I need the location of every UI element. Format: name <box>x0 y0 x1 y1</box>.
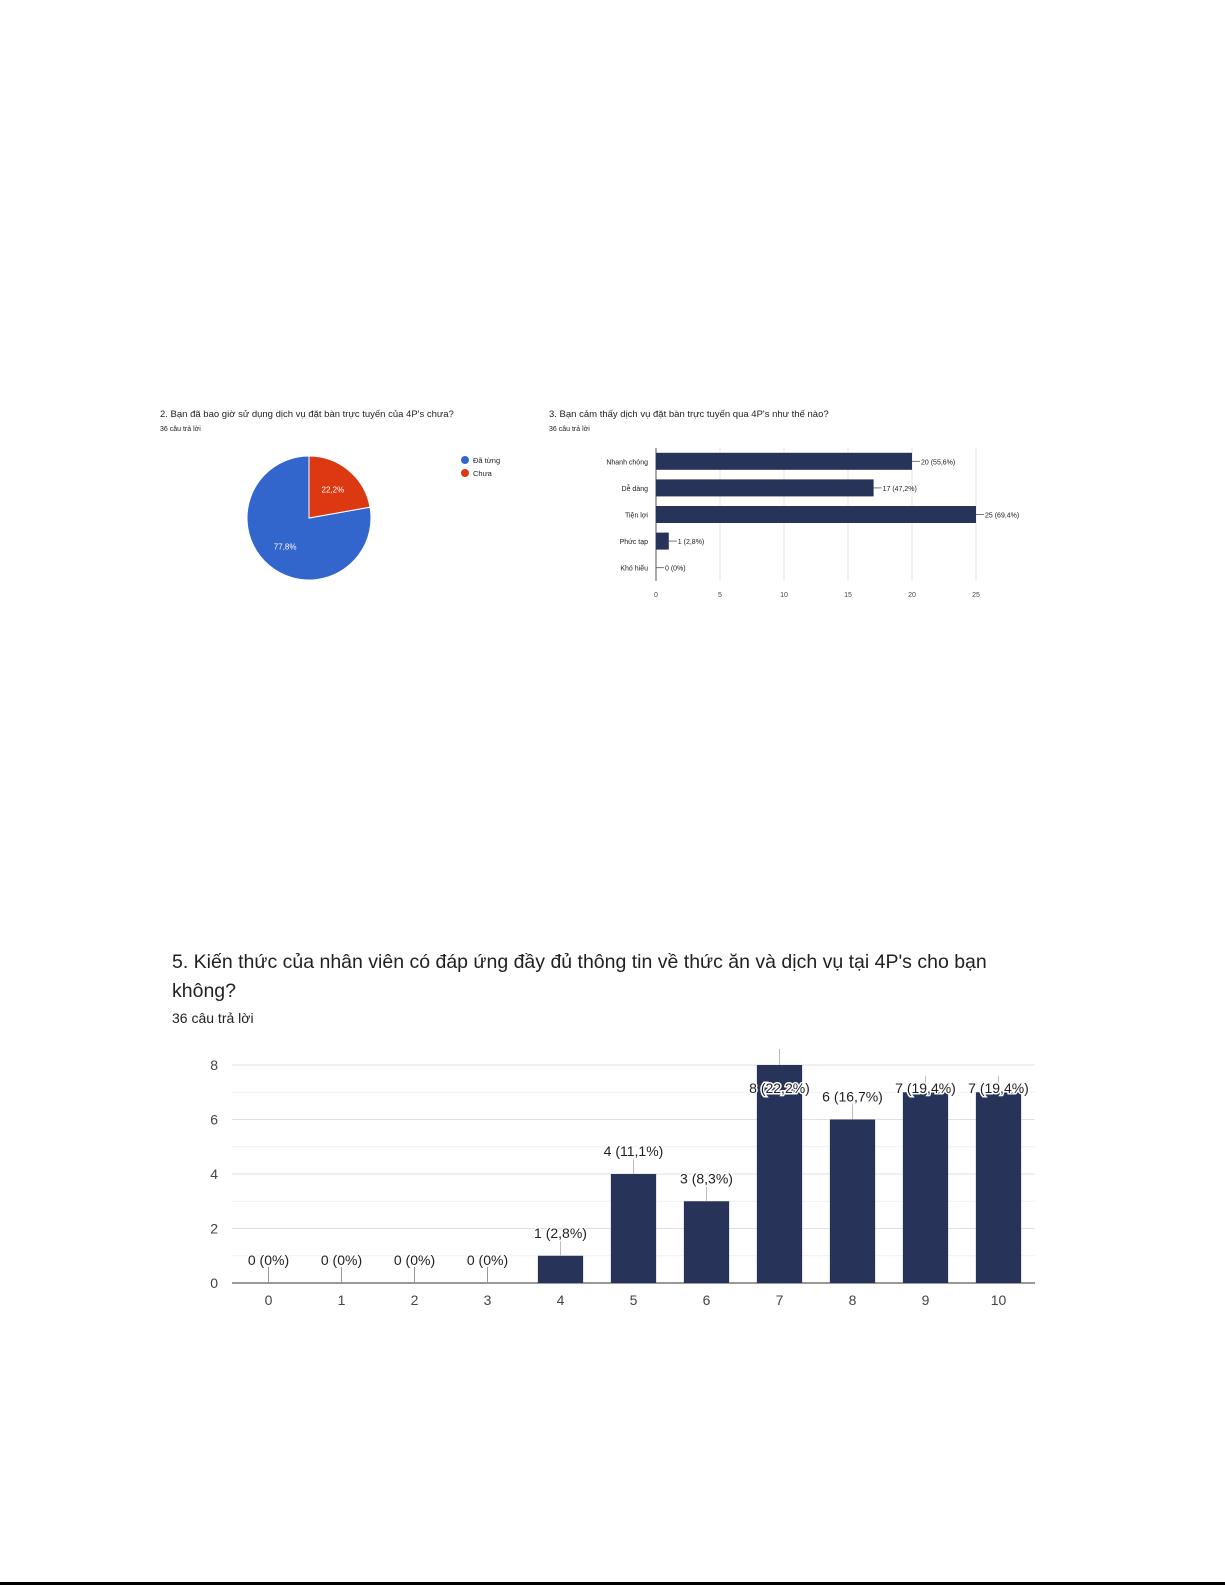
q5-bar-chart: 0 2 4 6 8 0 (0%) 0 0 (0%) 1 0 (0%) 2 0 (0%) 3 1 (2,8%… <box>210 1049 1035 1308</box>
x-tick-label: 3 <box>484 1292 492 1308</box>
x-tick-label: 2 <box>411 1292 419 1308</box>
x-tick-label: 10 <box>991 1292 1007 1308</box>
data-label: 0 (0%) <box>467 1252 508 1268</box>
bar <box>656 532 669 550</box>
q3-bar-chart: 0 5 10 15 20 25 Nhanh chóng 20 (55,6%) Dễ dàng 17… <box>606 448 1019 599</box>
y-tick-label: 2 <box>210 1221 218 1237</box>
page-bottom-rule <box>0 1582 1225 1585</box>
x-tick-label: 1 <box>338 1292 346 1308</box>
data-label: 7 (19,4%) <box>895 1080 956 1096</box>
data-label: 1 (2,8%) <box>678 539 704 546</box>
q3-title: 3. Bạn cảm thấy dịch vụ đặt bàn trực tuy… <box>549 409 829 420</box>
q3-response-count: 36 câu trả lời <box>549 426 590 433</box>
pie-slice <box>308 455 371 519</box>
bar <box>756 1065 803 1283</box>
q2-response-count: 36 câu trả lời <box>160 426 201 433</box>
data-label: 25 (69,4%) <box>985 513 1019 520</box>
legend-swatch <box>461 456 469 464</box>
x-tick-label: 5 <box>718 592 722 599</box>
q2-pie-chart: 77,8% 22,2% Đã từng Chưa <box>246 455 500 581</box>
pie-slice-label: 22,2% <box>322 485 345 494</box>
bar <box>975 1092 1022 1283</box>
data-label: 3 (8,3%) <box>680 1170 733 1186</box>
data-label: 0 (0%) <box>394 1252 435 1268</box>
bar <box>656 506 976 523</box>
y-tick-label: 4 <box>210 1166 218 1182</box>
y-tick-label: 0 <box>210 1275 218 1291</box>
data-label: 7 (19,4%) <box>968 1080 1029 1096</box>
legend-swatch <box>461 469 469 477</box>
data-label: 20 (55,6%) <box>921 459 955 466</box>
x-tick-label: 10 <box>780 592 788 599</box>
category-label: Nhanh chóng <box>606 459 648 466</box>
q5-response-count: 36 câu trả lời <box>172 1010 254 1026</box>
data-label: 0 (0%) <box>248 1252 289 1268</box>
bar <box>656 452 912 470</box>
x-tick-label: 6 <box>703 1292 711 1308</box>
x-tick-label: 4 <box>557 1292 565 1308</box>
bar <box>537 1255 584 1283</box>
x-tick-label: 5 <box>630 1292 638 1308</box>
data-label: 4 (11,1%) <box>604 1143 664 1159</box>
bar <box>902 1092 949 1283</box>
x-tick-label: 9 <box>922 1292 930 1308</box>
category-label: Dễ dàng <box>622 484 649 493</box>
data-label: 17 (47,2%) <box>883 486 917 493</box>
category-label: Khó hiểu <box>620 565 648 573</box>
x-tick-label: 0 <box>265 1292 273 1308</box>
pie-slice-label: 77,8% <box>274 543 297 552</box>
bar <box>683 1201 730 1283</box>
bar <box>610 1174 657 1283</box>
data-label: 1 (2,8%) <box>534 1225 587 1241</box>
data-label: 0 (0%) <box>321 1252 362 1268</box>
y-tick-label: 6 <box>210 1112 218 1128</box>
data-label: 0 (0%) <box>665 566 686 573</box>
x-tick-label: 20 <box>908 592 916 599</box>
bar <box>656 479 874 497</box>
legend-entry: Chưa <box>473 469 493 478</box>
x-tick-label: 15 <box>844 592 852 599</box>
data-label: 8 (22,2%) <box>749 1080 810 1096</box>
x-tick-label: 8 <box>849 1292 857 1308</box>
legend-entry: Đã từng <box>473 456 500 465</box>
q2-title: 2. Bạn đã bao giờ sử dụng dịch vụ đặt bà… <box>160 409 454 420</box>
data-label: 6 (16,7%) <box>822 1089 883 1105</box>
x-tick-label: 0 <box>654 592 658 599</box>
y-tick-label: 8 <box>210 1057 218 1073</box>
x-tick-label: 25 <box>972 592 980 599</box>
x-tick-label: 7 <box>776 1292 784 1308</box>
category-label: Phức tạp <box>620 539 649 546</box>
q5-title: 5. Kiến thức của nhân viên có đáp ứng đầ… <box>172 951 987 1002</box>
bar <box>829 1119 876 1283</box>
category-label: Tiện lợi <box>625 513 648 520</box>
